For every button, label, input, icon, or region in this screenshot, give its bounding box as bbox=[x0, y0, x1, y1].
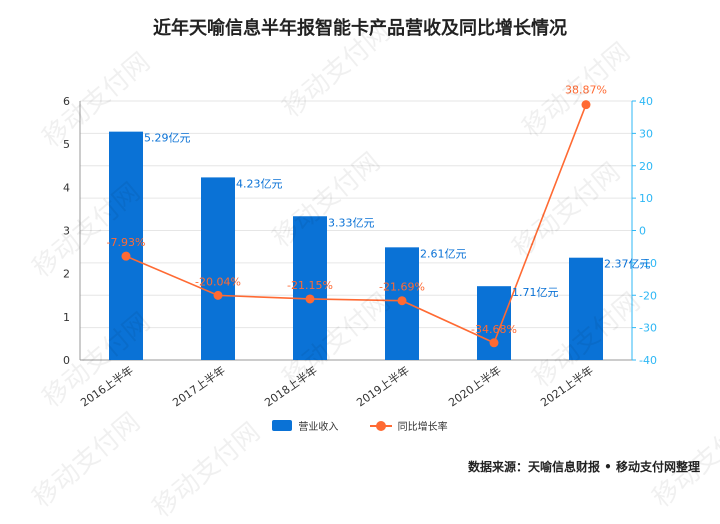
legend-item-growth[interactable]: 同比增长率 bbox=[369, 418, 448, 433]
right-tick-label: -30 bbox=[639, 322, 657, 335]
left-tick-label: 1 bbox=[63, 311, 70, 324]
x-tick-label: 2016上半年 bbox=[78, 363, 136, 409]
right-tick-label: -10 bbox=[639, 257, 657, 270]
growth-point bbox=[305, 294, 315, 304]
legend-label-revenue: 营业收入 bbox=[298, 422, 339, 433]
legend: 营业收入 同比增长率 bbox=[0, 418, 720, 434]
right-tick-label: 10 bbox=[639, 192, 653, 205]
right-tick-label: 30 bbox=[639, 127, 653, 140]
growth-point bbox=[213, 290, 223, 300]
left-tick-label: 4 bbox=[63, 181, 70, 194]
growth-data-label: -21.69% bbox=[379, 281, 425, 294]
legend-line-swatch bbox=[369, 420, 392, 431]
right-tick-label: -40 bbox=[639, 354, 657, 367]
growth-point bbox=[581, 100, 591, 110]
growth-point bbox=[489, 338, 499, 348]
growth-data-label: 38.87% bbox=[565, 84, 607, 97]
left-tick-label: 5 bbox=[63, 138, 70, 151]
legend-item-revenue[interactable]: 营业收入 bbox=[272, 418, 338, 433]
right-tick-label: 40 bbox=[639, 95, 653, 108]
data-source-note: 数据来源：天喻信息财报 • 移动支付网整理 bbox=[467, 460, 700, 474]
growth-data-label: -21.15% bbox=[287, 279, 333, 292]
left-tick-label: 3 bbox=[63, 225, 70, 238]
growth-line bbox=[125, 104, 587, 344]
revenue-data-label: 4.23亿元 bbox=[236, 177, 283, 190]
growth-point bbox=[121, 251, 131, 261]
chart-title: 近年天喻信息半年报智能卡产品营收及同比增长情况 bbox=[153, 18, 567, 39]
x-tick-label: 2019上半年 bbox=[354, 363, 412, 409]
left-tick-label: 6 bbox=[63, 95, 70, 108]
revenue-bar bbox=[201, 177, 235, 360]
left-tick-label: 0 bbox=[63, 354, 70, 367]
revenue-data-label: 2.37亿元 bbox=[604, 258, 651, 271]
x-tick-label: 2017上半年 bbox=[170, 363, 228, 409]
revenue-bar bbox=[569, 257, 603, 360]
x-tick-label: 2021上半年 bbox=[538, 363, 596, 409]
x-tick-label: 2020上半年 bbox=[446, 363, 504, 409]
right-tick-label: 20 bbox=[639, 160, 653, 173]
legend-bar-swatch bbox=[272, 420, 293, 431]
revenue-data-label: 2.61亿元 bbox=[420, 247, 467, 260]
revenue-data-label: 5.29亿元 bbox=[144, 132, 191, 145]
legend-label-growth: 同比增长率 bbox=[397, 422, 448, 433]
revenue-bar bbox=[293, 216, 327, 360]
chart-svg: 0 1 2 3 4 5 6 -40 -30 -20 -10 0 10 20 30 40 2016上半年 2017上… bbox=[63, 84, 657, 410]
growth-data-label: -20.04% bbox=[195, 275, 241, 288]
revenue-bar bbox=[477, 286, 511, 360]
revenue-data-label: 3.33亿元 bbox=[328, 216, 375, 229]
revenue-data-label: 1.71亿元 bbox=[512, 286, 559, 299]
revenue-bar bbox=[109, 131, 143, 360]
x-tick-label: 2018上半年 bbox=[262, 363, 320, 409]
right-tick-label: -20 bbox=[639, 289, 657, 302]
left-tick-label: 2 bbox=[63, 268, 70, 281]
right-tick-label: 0 bbox=[639, 225, 646, 238]
growth-point bbox=[397, 296, 407, 306]
growth-data-label: -7.93% bbox=[107, 236, 146, 249]
growth-data-label: -34.68% bbox=[471, 323, 517, 336]
